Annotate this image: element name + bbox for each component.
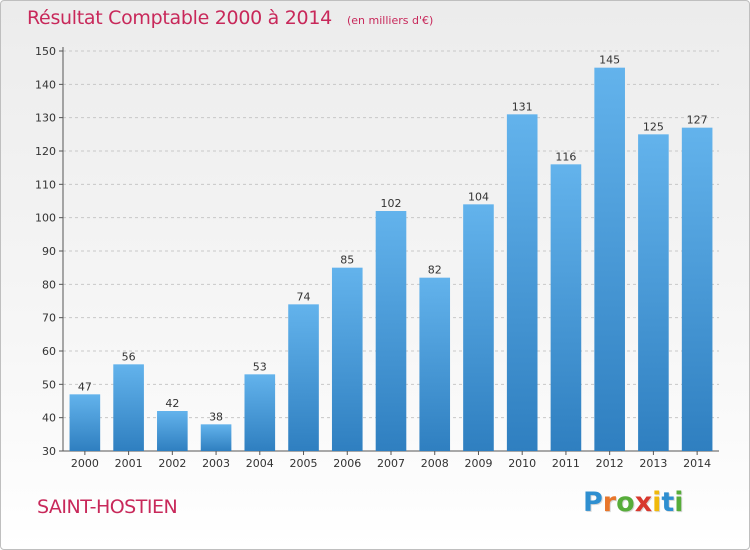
bar (69, 394, 101, 451)
chart-title: Résultat Comptable 2000 à 2014 (27, 7, 332, 29)
bar (550, 164, 582, 452)
x-tick-label: 2007 (377, 457, 405, 470)
data-label: 104 (468, 190, 489, 203)
x-tick-label: 2008 (421, 457, 449, 470)
bar (594, 67, 625, 452)
x-tick-label: 2009 (464, 457, 492, 470)
data-label: 127 (687, 114, 708, 127)
x-tick-label: 2003 (202, 457, 230, 470)
x-tick-label: 2000 (71, 457, 99, 470)
y-tick-label: 70 (42, 312, 56, 325)
y-tick-label: 120 (35, 145, 56, 158)
title-row: Résultat Comptable 2000 à 2014 (en milli… (27, 7, 433, 29)
x-tick-label: 2006 (333, 457, 361, 470)
x-tick-label: 2002 (158, 457, 186, 470)
data-label: 116 (555, 150, 576, 163)
data-label: 74 (297, 290, 311, 303)
data-label: 82 (428, 264, 442, 277)
data-label: 42 (165, 397, 179, 410)
data-label: 47 (78, 380, 92, 393)
brand-letter: o (616, 487, 635, 518)
commune-name: SAINT-HOSTIEN (37, 496, 178, 518)
brand-letter: P (583, 487, 603, 518)
y-tick-label: 150 (35, 45, 56, 58)
x-tick-label: 2013 (639, 457, 667, 470)
brand-letter: t (661, 487, 675, 518)
y-tick-label: 50 (42, 378, 56, 391)
bar (113, 364, 144, 451)
bar (419, 277, 451, 451)
y-tick-label: 110 (35, 178, 56, 191)
bar (288, 304, 319, 451)
x-tick-label: 2005 (290, 457, 318, 470)
brand-letter: i (652, 487, 662, 518)
x-tick-label: 2010 (508, 457, 536, 470)
bar (244, 374, 276, 451)
bar (463, 204, 494, 451)
y-tick-label: 80 (42, 278, 56, 291)
y-tick-label: 100 (35, 212, 56, 225)
brand-letter: x (634, 487, 653, 518)
bar (200, 424, 232, 451)
chart-subtitle: (en milliers d'€) (346, 14, 434, 27)
bar (681, 127, 713, 452)
bar (331, 267, 363, 451)
bars (69, 67, 713, 452)
data-label: 125 (643, 120, 664, 133)
brand-letter: i (674, 487, 684, 518)
x-tick-label: 2011 (552, 457, 580, 470)
data-label: 56 (122, 350, 136, 363)
x-tick-label: 2014 (683, 457, 711, 470)
brand-letter: r (602, 487, 617, 518)
data-label: 85 (340, 254, 354, 267)
bar (375, 211, 407, 451)
data-label: 38 (209, 410, 223, 423)
y-tick-label: 60 (42, 345, 56, 358)
data-label: 102 (381, 197, 402, 210)
bar (638, 134, 669, 452)
x-tick-label: 2012 (596, 457, 624, 470)
data-label: 53 (253, 360, 267, 373)
y-tick-label: 90 (42, 245, 56, 258)
bar (157, 411, 188, 451)
x-tick-label: 2004 (246, 457, 274, 470)
bar (506, 114, 538, 451)
brand-logo: Proxiti (583, 487, 684, 518)
y-tick-label: 30 (42, 445, 56, 458)
y-tick-label: 130 (35, 112, 56, 125)
data-label: 131 (512, 100, 533, 113)
labels: 2000 47 2001 56 2002 42 2003 38 2004 53 2005 74 2006… (71, 54, 711, 470)
y-tick-label: 140 (35, 78, 56, 91)
x-tick-label: 2001 (115, 457, 143, 470)
y-tick-label: 40 (42, 412, 56, 425)
data-label: 145 (599, 54, 620, 67)
